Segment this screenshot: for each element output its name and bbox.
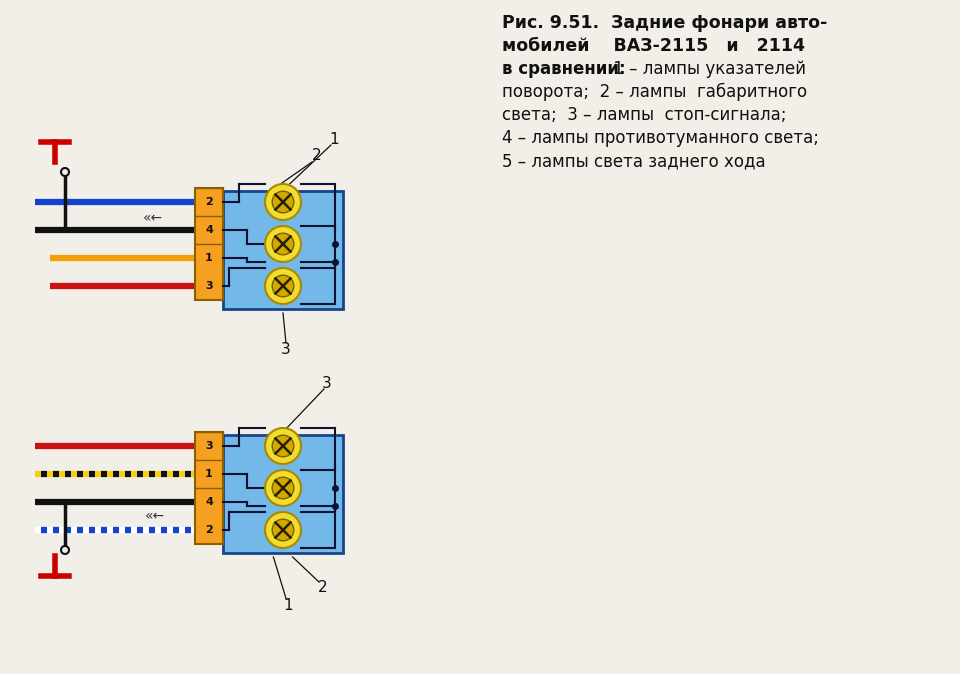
Circle shape: [265, 428, 301, 464]
Circle shape: [273, 435, 294, 457]
Text: света;  3 – лампы  стоп-сигнала;: света; 3 – лампы стоп-сигнала;: [502, 106, 786, 124]
Text: 2: 2: [312, 148, 322, 164]
Bar: [195, 188, 223, 300]
Text: 1: 1: [283, 597, 293, 613]
Text: 4 – лампы противотуманного света;: 4 – лампы противотуманного света;: [502, 129, 819, 147]
Circle shape: [265, 268, 301, 304]
Text: 1: 1: [205, 253, 213, 263]
Text: 1: 1: [205, 469, 213, 479]
Text: мобилей    ВАЗ-2115   и   2114: мобилей ВАЗ-2115 и 2114: [502, 37, 805, 55]
Text: 5 – лампы света заднего хода: 5 – лампы света заднего хода: [502, 152, 766, 170]
Text: 1: 1: [329, 131, 339, 146]
Bar: [223, 435, 343, 553]
Circle shape: [273, 275, 294, 297]
Circle shape: [61, 546, 69, 554]
Circle shape: [273, 519, 294, 541]
Text: Рис. 9.51.  Задние фонари авто-: Рис. 9.51. Задние фонари авто-: [502, 14, 828, 32]
Bar: [223, 191, 343, 309]
Text: 2: 2: [318, 580, 327, 596]
Text: «←: «←: [145, 509, 165, 523]
Circle shape: [273, 233, 294, 255]
Text: «←: «←: [143, 211, 163, 225]
Text: 1 – лампы указателей: 1 – лампы указателей: [608, 60, 806, 78]
Text: 3: 3: [205, 441, 213, 451]
Bar: [195, 432, 223, 544]
Circle shape: [265, 470, 301, 506]
Text: 3: 3: [205, 281, 213, 291]
Text: 3: 3: [281, 342, 291, 357]
Text: 2: 2: [205, 197, 213, 207]
Circle shape: [273, 191, 294, 213]
Text: 3: 3: [323, 375, 332, 390]
Text: поворота;  2 – лампы  габаритного: поворота; 2 – лампы габаритного: [502, 83, 807, 101]
Circle shape: [273, 477, 294, 499]
Circle shape: [61, 168, 69, 176]
Text: 4: 4: [205, 497, 213, 507]
Text: 2: 2: [205, 525, 213, 535]
Text: в сравнении:: в сравнении:: [502, 60, 626, 78]
Text: 4: 4: [205, 225, 213, 235]
Circle shape: [265, 512, 301, 548]
Circle shape: [265, 184, 301, 220]
Circle shape: [265, 226, 301, 262]
